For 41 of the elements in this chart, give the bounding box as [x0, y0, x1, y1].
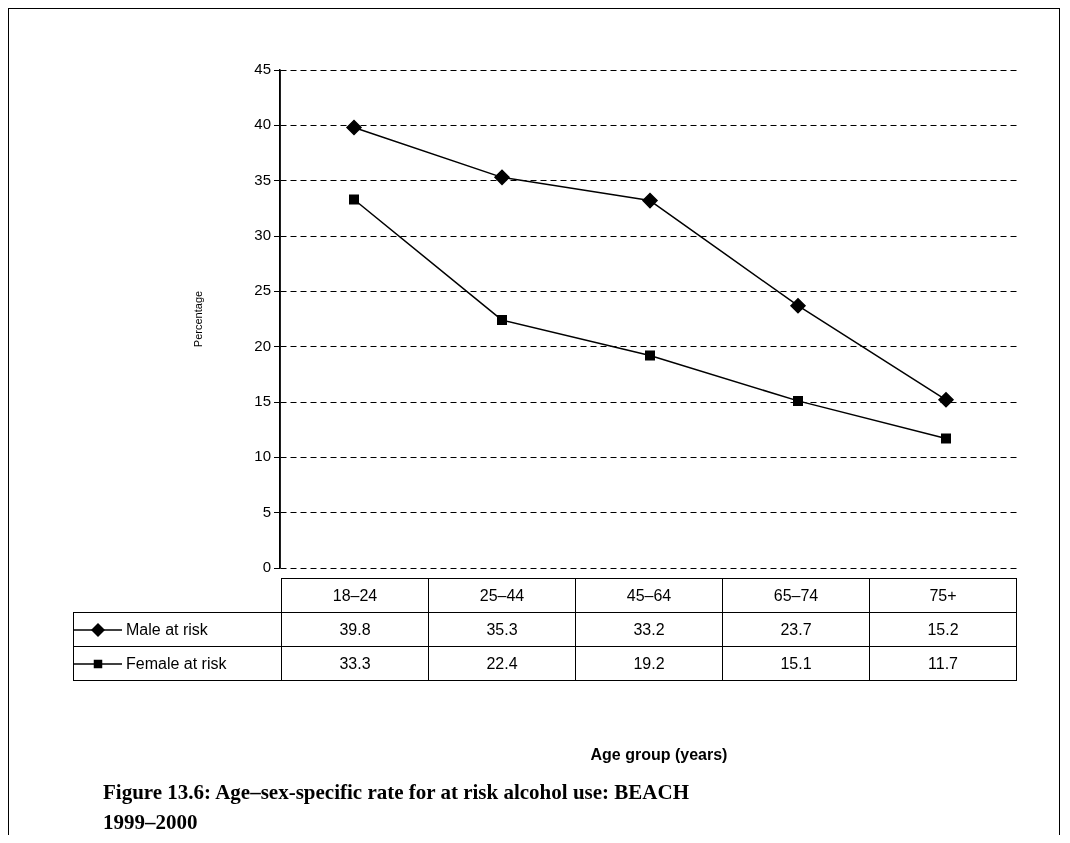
y-tick-label: 30 [254, 226, 271, 244]
data-label: 35.3 [428, 612, 576, 647]
data-label: 15.2 [869, 612, 1017, 647]
figure-frame: Percentage 0 5 10 15 20 25 30 35 40 45 18–24 25–44 45–64 65–74 75+ Male at risk 39.8 35.3 33.2 23.7 15.2 Female at risk 33.3 22.4 19.2 15.1 11.7 Age group (years) Figure 13.6: Age–sex-specific rate for at risk alcohol use: BEACH 1999–2000 [8, 8, 1060, 835]
data-label: 39.8 [281, 612, 429, 647]
y-tick-label: 35 [254, 170, 271, 188]
point [497, 315, 507, 326]
point [349, 194, 359, 205]
y-tick-label: 0 [262, 558, 271, 576]
text: Figure 13.6: Age–sex-specific rate for at risk alcohol use: BEACH 1999–2000 [103, 779, 690, 836]
y-tick-label: 15 [254, 392, 271, 410]
y-tick-label: 45 [254, 60, 271, 78]
point [346, 119, 362, 136]
data-label: 15.1 [722, 646, 870, 681]
legend-label: Male at risk [73, 612, 282, 647]
point [494, 169, 510, 186]
y-tick-label: 20 [254, 336, 271, 354]
point [793, 395, 803, 406]
x-tick-label: 75+ [869, 578, 1017, 613]
point [645, 350, 655, 361]
data-label: 19.2 [575, 646, 723, 681]
data-label: 11.7 [869, 646, 1017, 681]
x-tick-label: 18–24 [281, 578, 429, 613]
x-tick-label: 25–44 [428, 578, 576, 613]
y-tick-label: 10 [254, 447, 271, 465]
data-label: 33.3 [281, 646, 429, 681]
point [642, 192, 658, 209]
y-tick-label: 25 [254, 281, 271, 299]
point [790, 297, 806, 314]
x-tick-label: 45–64 [575, 578, 723, 613]
data-label: 33.2 [575, 612, 723, 647]
x-tick-label: 65–74 [722, 578, 870, 613]
text: Age group (years) [589, 746, 729, 764]
point [938, 392, 954, 408]
point [941, 433, 951, 444]
legend-label: Female at risk [73, 646, 282, 681]
data-label: 22.4 [428, 646, 576, 681]
y-tick-label: 40 [254, 115, 271, 133]
data-label: 23.7 [722, 612, 870, 647]
y-tick-label: 5 [262, 502, 271, 520]
y-axis-title: Percentage [191, 290, 204, 348]
